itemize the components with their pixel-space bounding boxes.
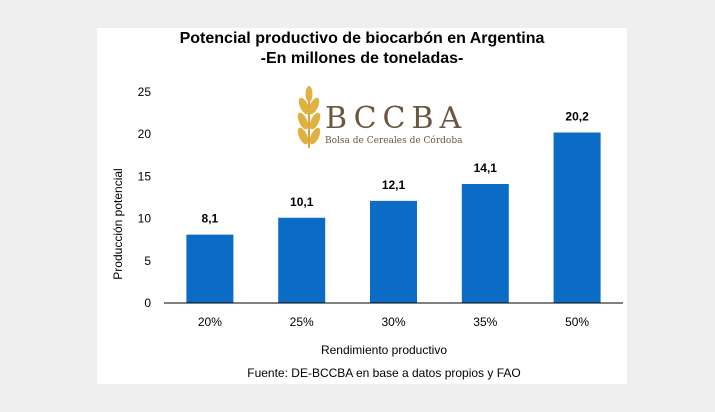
y-tick-label: 15 (138, 169, 152, 183)
data-label: 14,1 (474, 161, 498, 175)
bar-30pct (370, 200, 417, 303)
y-tick-label: 0 (144, 296, 151, 310)
data-label: 20,2 (565, 110, 589, 124)
y-tick-label: 10 (138, 212, 152, 226)
data-label: 10,1 (290, 195, 314, 209)
y-tick-label: 25 (138, 85, 152, 99)
x-tick-label: 35% (473, 315, 497, 329)
logo-name: BCCBA (325, 101, 467, 136)
logo-subtitle: Bolsa de Cereales de Córdoba (325, 135, 463, 146)
y-tick-label: 20 (138, 127, 152, 141)
data-label: 12,1 (382, 178, 406, 192)
chart-title: Potencial productivo de biocarbón en Arg… (179, 30, 545, 47)
bar-35pct (461, 183, 509, 303)
y-tick-label: 5 (144, 254, 151, 268)
bar-chart: BCCBA Bolsa de Cereales de Córdoba 0 5 10 1… (111, 85, 623, 380)
x-tick-label: 20% (198, 315, 222, 329)
x-tick-label: 25% (290, 315, 314, 329)
chart-subtitle: -En millones de toneladas- (260, 50, 464, 67)
x-axis-label: Rendimiento productivo (321, 343, 447, 357)
bar-25pct (278, 217, 326, 303)
bar-20pct (186, 234, 234, 303)
wheat-icon (297, 86, 321, 148)
source-note: Fuente: DE-BCCBA en base a datos propios… (247, 366, 520, 380)
x-tick-label: 50% (565, 315, 589, 329)
bccba-logo: BCCBA Bolsa de Cereales de Córdoba (297, 86, 467, 148)
data-label: 8,1 (202, 212, 219, 226)
bar-50pct (553, 132, 601, 303)
x-tick-label: 30% (381, 315, 405, 329)
y-axis-label: Producción potencial (111, 168, 125, 279)
chart-card: Potencial productivo de biocarbón en Arg… (97, 28, 627, 384)
